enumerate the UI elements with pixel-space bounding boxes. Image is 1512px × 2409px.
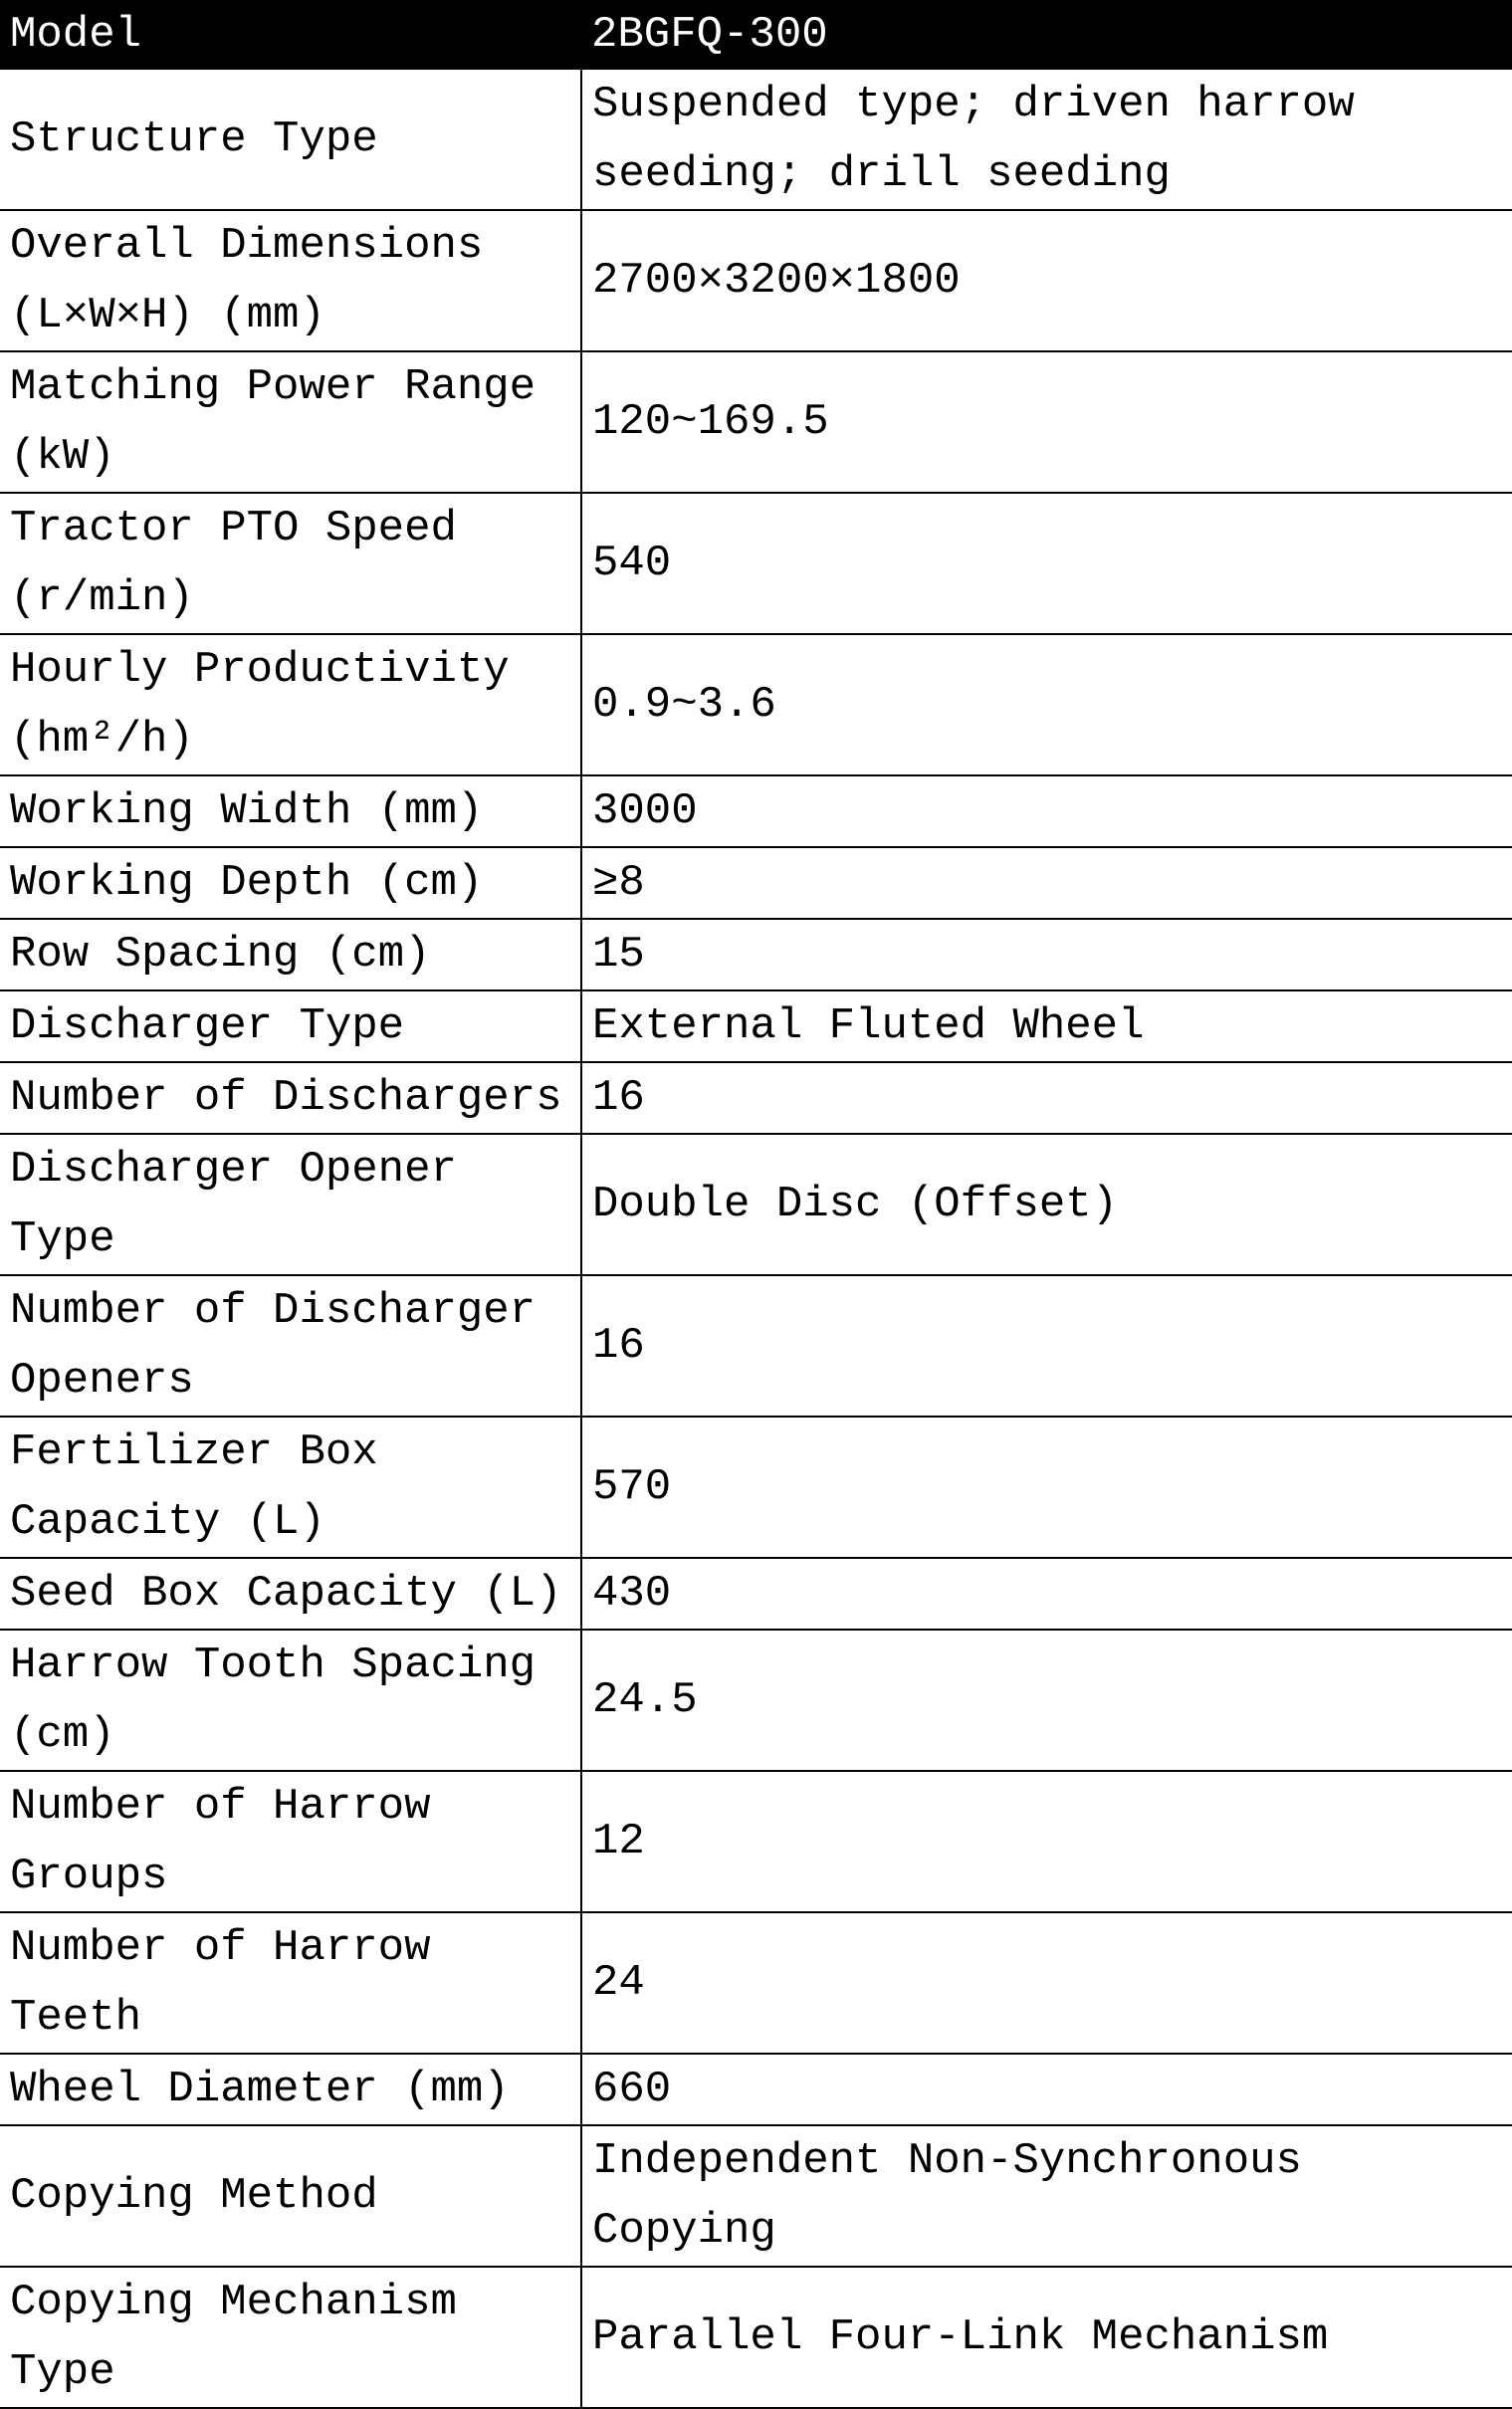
row-label: Fertilizer Box Capacity (L) [0, 1417, 581, 1559]
row-label: Matching Power Range (kW) [0, 351, 581, 494]
row-value: 0.9~3.6 [580, 634, 1512, 776]
row-label: Overall Dimensions (L×W×H) (mm) [0, 210, 581, 352]
row-label: Copying Mechanism Type [0, 2267, 581, 2409]
row-value: 540 [580, 493, 1512, 635]
row-label: Number of Dischargers [0, 1062, 581, 1135]
table-row: Wheel Diameter (mm) 660 [0, 2054, 1512, 2126]
table-row: Matching Power Range (kW) 120~169.5 [0, 351, 1512, 494]
row-label: Structure Type [0, 70, 581, 211]
table-row: Fertilizer Box Capacity (L) 570 [0, 1417, 1512, 1559]
table-row: Harrow Tooth Spacing (cm) 24.5 [0, 1630, 1512, 1772]
table-row: Copying Method Independent Non-Synchronou… [0, 2125, 1512, 2268]
row-label: Harrow Tooth Spacing (cm) [0, 1630, 581, 1772]
row-value: 2700×3200×1800 [580, 210, 1512, 352]
table-row: Copying Mechanism Type Parallel Four-Link… [0, 2267, 1512, 2409]
row-label: Number of Harrow Teeth [0, 1912, 581, 2055]
table-row: Number of Dischargers 16 [0, 1062, 1512, 1135]
table-row: Working Width (mm) 3000 [0, 775, 1512, 848]
table-row: Number of Discharger Openers 16 [0, 1275, 1512, 1418]
table-row: Number of Harrow Teeth 24 [0, 1912, 1512, 2055]
row-label: Row Spacing (cm) [0, 919, 581, 991]
row-label: Seed Box Capacity (L) [0, 1558, 581, 1631]
table-row: Structure Type Suspended type; driven har… [0, 70, 1512, 211]
row-label: Working Depth (cm) [0, 847, 581, 920]
header-label: Model [0, 0, 581, 70]
row-value: 16 [580, 1062, 1512, 1135]
row-value: External Fluted Wheel [580, 990, 1512, 1063]
row-label: Number of Harrow Groups [0, 1771, 581, 1913]
row-label: Copying Method [0, 2125, 581, 2268]
row-label: Discharger Opener Type [0, 1134, 581, 1276]
row-value: 15 [580, 919, 1512, 991]
row-value: Double Disc (Offset) [580, 1134, 1512, 1276]
row-label: Hourly Productivity (hm²/h) [0, 634, 581, 776]
row-label: Discharger Type [0, 990, 581, 1063]
row-value: 24.5 [580, 1630, 1512, 1772]
row-label: Working Width (mm) [0, 775, 581, 848]
row-value: 120~169.5 [580, 351, 1512, 494]
row-label: Wheel Diameter (mm) [0, 2054, 581, 2126]
table-row: Discharger Opener Type Double Disc (Offse… [0, 1134, 1512, 1276]
row-value: 660 [580, 2054, 1512, 2126]
header-value: 2BGFQ-300 [581, 0, 1512, 70]
row-value: Parallel Four-Link Mechanism [580, 2267, 1512, 2409]
row-value: 3000 [580, 775, 1512, 848]
row-label: Tractor PTO Speed (r/min) [0, 493, 581, 635]
table-row: Row Spacing (cm) 15 [0, 919, 1512, 991]
row-value: 24 [580, 1912, 1512, 2055]
table-row: Discharger Type External Fluted Wheel [0, 990, 1512, 1063]
row-value: Suspended type; driven harrow seeding; d… [580, 70, 1512, 211]
table-row: Number of Harrow Groups 12 [0, 1771, 1512, 1913]
row-value: 12 [580, 1771, 1512, 1913]
row-value: Independent Non-Synchronous Copying [580, 2125, 1512, 2268]
table-row: Tractor PTO Speed (r/min) 540 [0, 493, 1512, 635]
row-value: 570 [580, 1417, 1512, 1559]
table-row: Working Depth (cm) ≥8 [0, 847, 1512, 920]
table-row: Overall Dimensions (L×W×H) (mm) 2700×3200… [0, 210, 1512, 352]
table-header-row: Model 2BGFQ-300 [0, 0, 1512, 70]
table-row: Seed Box Capacity (L) 430 [0, 1558, 1512, 1631]
row-value: 16 [580, 1275, 1512, 1418]
table-row: Hourly Productivity (hm²/h) 0.9~3.6 [0, 634, 1512, 776]
row-value: 430 [580, 1558, 1512, 1631]
row-label: Number of Discharger Openers [0, 1275, 581, 1418]
row-value: ≥8 [580, 847, 1512, 920]
